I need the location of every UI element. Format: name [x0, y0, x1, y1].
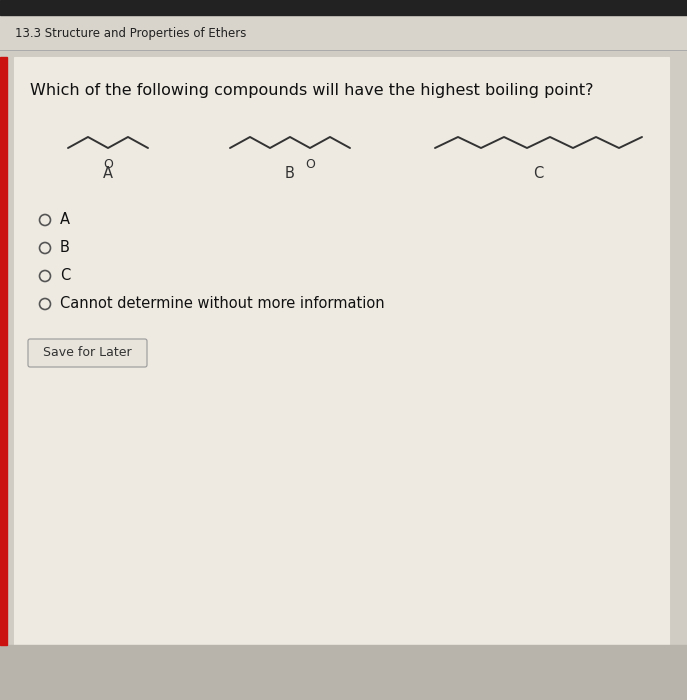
Text: O: O [305, 158, 315, 171]
Text: 13.3 Structure and Properties of Ethers: 13.3 Structure and Properties of Ethers [15, 27, 247, 39]
Text: B: B [60, 241, 70, 256]
Text: B: B [285, 165, 295, 181]
Text: C: C [533, 165, 543, 181]
FancyBboxPatch shape [28, 339, 147, 367]
Bar [0, 0, 687, 15]
Bar [14, 57, 669, 645]
Text: A: A [60, 213, 70, 228]
Bar [0, 15, 687, 50]
Bar [0, 57, 7, 645]
Bar [0, 645, 687, 700]
Text: Cannot determine without more information: Cannot determine without more informatio… [60, 297, 385, 312]
Text: C: C [60, 269, 70, 284]
Text: O: O [103, 158, 113, 171]
Text: Save for Later: Save for Later [43, 346, 132, 360]
Text: A: A [103, 165, 113, 181]
Text: Which of the following compounds will have the highest boiling point?: Which of the following compounds will ha… [30, 83, 594, 97]
